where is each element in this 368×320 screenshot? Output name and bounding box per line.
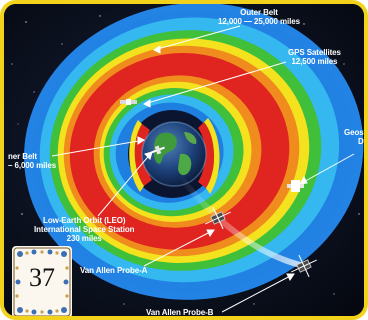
badge-ornament: [12, 246, 72, 316]
badge-ornament-petals: [15, 250, 69, 314]
badge-ornament-border: [13, 247, 71, 316]
radiation-belts-illustration: [4, 4, 364, 316]
badge-ornament-dots: [15, 249, 69, 315]
inner-belt-title: ner Belt: [8, 152, 37, 161]
gps-title: GPS Satellites: [288, 48, 341, 57]
gps-satellite-icon: [120, 99, 137, 105]
probe-b-text: Van Allen Probe-B: [146, 308, 214, 317]
probe-orbit-trail: [176, 173, 307, 269]
number-badge: 37: [10, 244, 74, 316]
probe-a-label: Van Allen Probe-A: [80, 266, 147, 275]
probe-b-icon: [291, 254, 317, 278]
leo-line-2: International Space Station: [34, 225, 135, 234]
probe-a-text: Van Allen Probe-A: [80, 266, 148, 275]
geosync-line-2: Dy: [357, 137, 368, 146]
probe-a-icon: [205, 206, 231, 230]
gps-satellites-label: GPS Satellites 12,500 miles: [288, 48, 341, 66]
outer-belt-range: 12,000 — 25,000 miles: [218, 17, 300, 26]
probe-b-label: Van Allen Probe-B: [146, 308, 214, 317]
pointer-lines: [51, 25, 355, 313]
geosynchronous-satellite-icon: [287, 180, 304, 192]
geosync-line-1: Geosy: [344, 128, 368, 137]
earth: [141, 121, 207, 187]
outer-belt-title: Outer Belt: [240, 8, 278, 17]
outer-belt-label: Outer Belt 12,000 — 25,000 miles: [218, 8, 300, 26]
leo-label: Low-Earth Orbit (LEO) International Spac…: [34, 216, 135, 243]
badge-number: 37: [29, 263, 55, 292]
inner-belt-label: ner Belt – 6,000 miles: [8, 152, 56, 170]
leo-line-3: 230 miles: [66, 234, 102, 243]
iss-icon: [151, 145, 165, 155]
geosynchronous-label: Geosy Dy: [342, 128, 368, 146]
leo-line-1: Low-Earth Orbit (LEO): [43, 216, 126, 225]
inner-belt-range: – 6,000 miles: [8, 161, 57, 170]
gps-range: 12,500 miles: [291, 57, 338, 66]
